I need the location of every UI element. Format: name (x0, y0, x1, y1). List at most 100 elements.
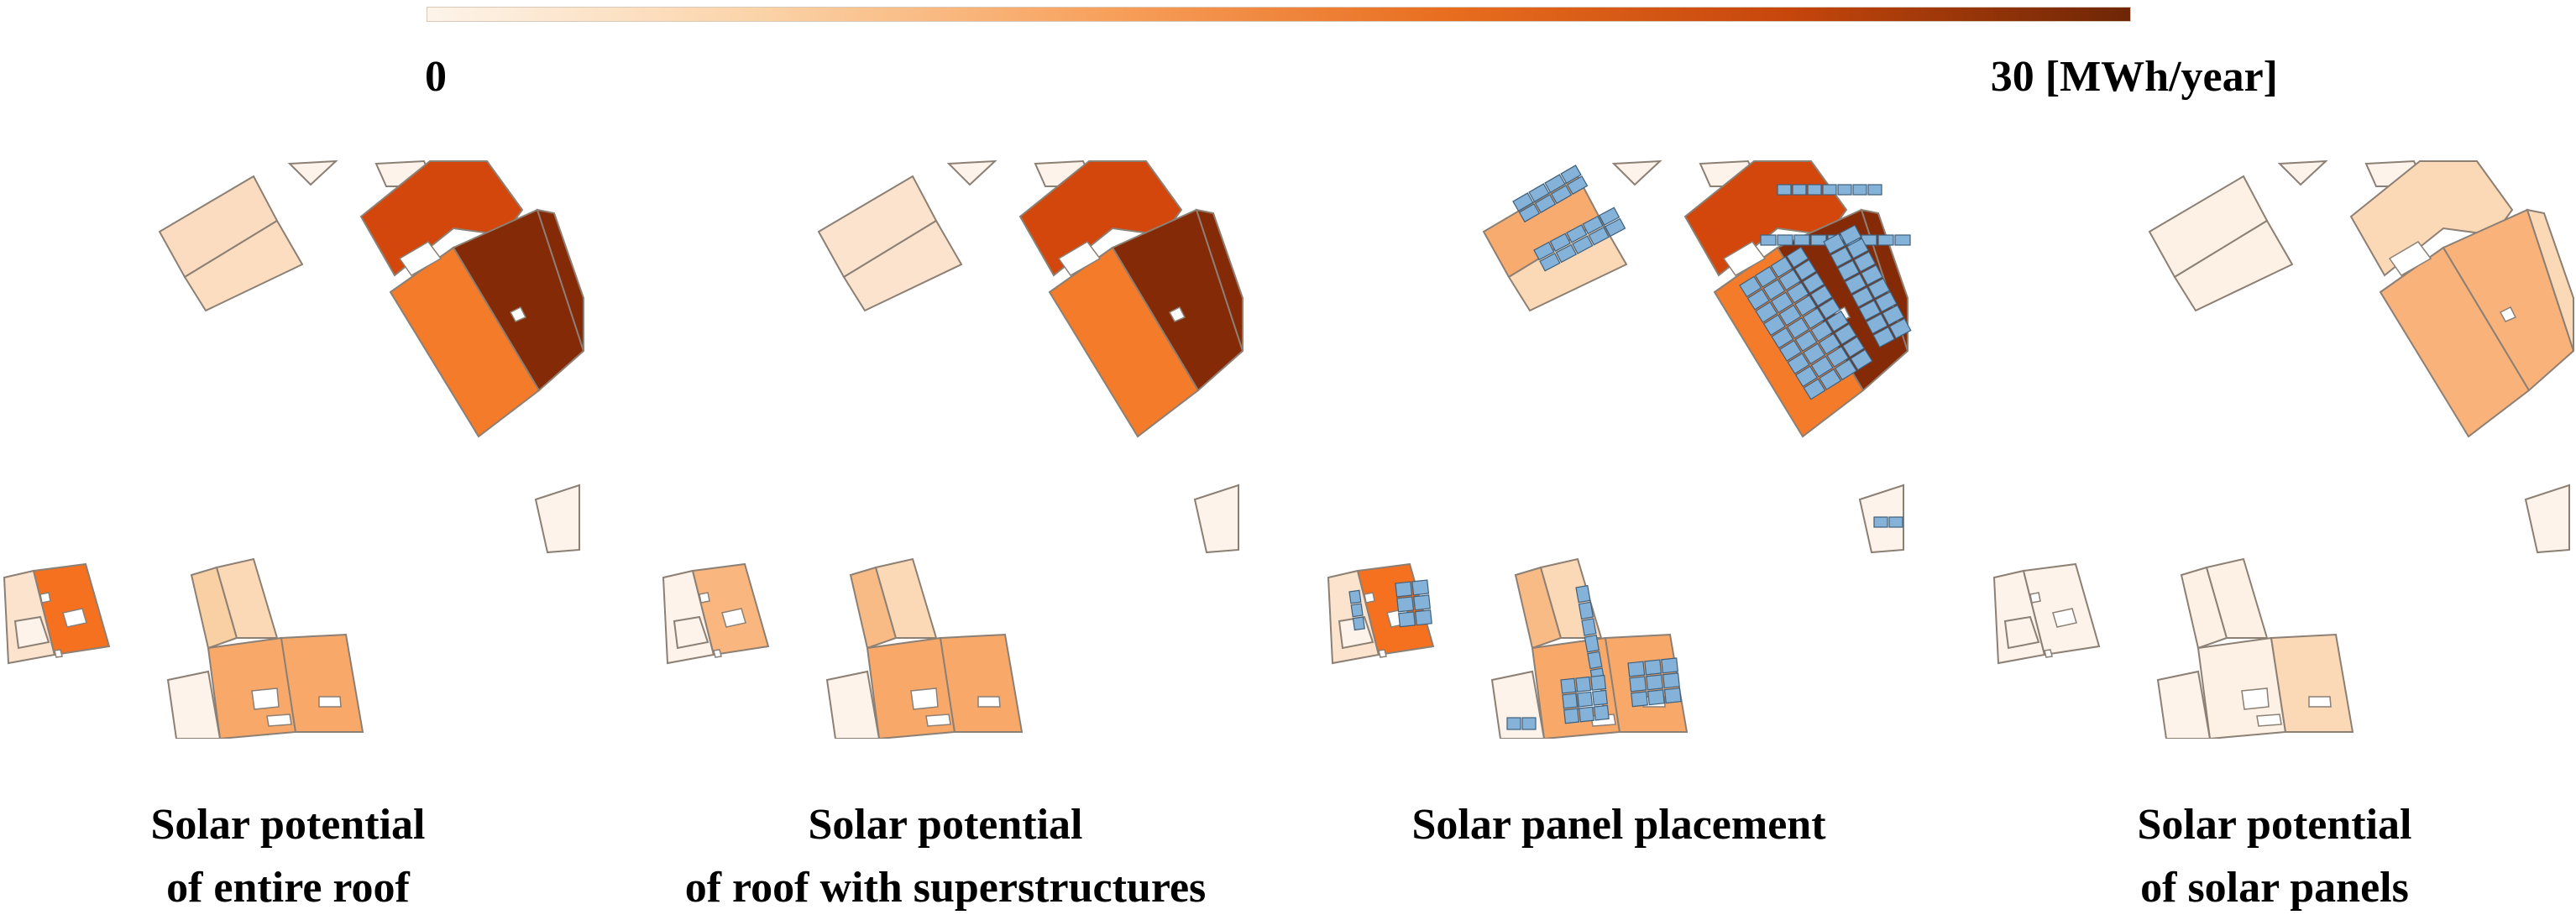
solar-panel (1528, 183, 1550, 203)
roof-segment (1195, 208, 1243, 352)
solar-panel (1803, 378, 1826, 400)
solar-panel (1663, 687, 1682, 704)
roof-superstructure (2308, 696, 2332, 708)
solar-panel (1644, 659, 1662, 676)
solar-panel (1604, 217, 1626, 238)
roof-superstructure (62, 608, 87, 628)
roof-segment (946, 159, 997, 186)
caption-line-1: Solar potential (808, 801, 1083, 849)
solar-panel (1822, 184, 1837, 196)
solar-panel (1809, 285, 1833, 307)
solar-panel (1818, 297, 1841, 320)
solar-panel-array (1395, 579, 1432, 628)
solar-panel (1825, 310, 1849, 332)
solar-panel (1770, 256, 1793, 279)
solar-panel (1575, 584, 1591, 604)
roof-segment (183, 219, 304, 312)
solar-panel (1771, 327, 1794, 349)
solar-panel (1521, 717, 1537, 730)
solar-panel (1555, 243, 1578, 264)
solar-panel (1563, 708, 1580, 724)
solar-panel (1587, 651, 1603, 670)
solar-panel (1839, 224, 1862, 246)
solar-panel (1746, 288, 1770, 311)
roof-superstructure (2388, 241, 2432, 276)
roof-superstructure (398, 241, 442, 276)
solar-panel (1396, 596, 1415, 613)
solar-panel (1846, 238, 1869, 259)
solar-panel (1894, 234, 1911, 246)
solar-panel (1830, 246, 1853, 268)
solar-panel (1777, 184, 1792, 196)
solar-panel (1572, 235, 1594, 254)
solar-panel (1575, 676, 1592, 693)
solar-panel (1865, 313, 1888, 335)
solar-panel (1588, 227, 1610, 246)
roof-superstructure (509, 306, 527, 322)
solar-panel (1834, 323, 1857, 346)
roof-superstructure (910, 687, 939, 710)
solar-panel (1850, 348, 1873, 371)
solar-panel (1533, 241, 1555, 261)
roof-map-solar-panels-potential (1992, 159, 2575, 739)
solar-panel (1810, 355, 1834, 378)
caption-line-1: Solar potential (150, 801, 426, 849)
roof-superstructure (2044, 649, 2053, 658)
roof-segment (2270, 633, 2354, 733)
map-panel-entire-roof (0, 151, 647, 739)
roof-segment (13, 615, 50, 650)
solar-panel (1823, 233, 1846, 254)
caption-line-1: Solar panel placement (1411, 801, 1826, 849)
solar-panel (1786, 281, 1809, 304)
map-panel-solar-panels-potential (1990, 151, 2576, 739)
solar-panel (1398, 611, 1416, 628)
roof-segment (32, 562, 111, 656)
roof-segment (2173, 219, 2294, 312)
solar-panel (1792, 184, 1807, 196)
solar-panel (1802, 307, 1825, 330)
roof-superstructure (2052, 608, 2077, 628)
colorbar-min-label: 0 (425, 53, 447, 101)
solar-panel (1395, 581, 1413, 598)
roof-superstructure (713, 649, 722, 658)
solar-panel (1858, 300, 1882, 321)
solar-panel-array (1823, 224, 1912, 348)
solar-panel (1837, 184, 1852, 196)
solar-panel (1411, 579, 1430, 596)
solar-panel-array (1777, 184, 1882, 196)
solar-panel (1793, 259, 1817, 281)
solar-panel (1867, 184, 1882, 196)
solar-panel (1350, 603, 1364, 618)
colorbar-legend (427, 7, 2131, 22)
caption-solar-panels-potential: Solar potential of solar panels (1953, 793, 2576, 920)
solar-panel (1760, 234, 1777, 246)
solar-panel (1888, 317, 1912, 339)
roof-superstructure (1722, 241, 1767, 276)
roof-superstructure (251, 687, 280, 710)
solar-panel (1544, 174, 1566, 194)
solar-panel (1550, 185, 1573, 205)
solar-panel (1598, 206, 1620, 226)
roof-segment (691, 562, 770, 656)
solar-panel (1579, 706, 1594, 723)
solar-panel (1826, 346, 1850, 368)
solar-panel (1852, 184, 1867, 196)
solar-panel (1851, 286, 1874, 308)
solar-panel (1787, 353, 1810, 374)
roof-segment (1611, 159, 1662, 186)
solar-panel (1662, 672, 1680, 689)
solar-panel (1786, 246, 1809, 269)
caption-line-2: of entire roof (166, 864, 410, 912)
solar-panel (1414, 609, 1432, 626)
solar-panel (1629, 676, 1647, 693)
map-panel-roof-with-superstructures (659, 151, 1306, 739)
solar-panel (1810, 234, 1827, 246)
roof-segment (534, 484, 580, 554)
solar-panel-array (1627, 657, 1682, 708)
solar-panel-array (1739, 246, 1873, 400)
roof-superstructure (2241, 687, 2270, 710)
solar-panel (1794, 295, 1818, 316)
solar-panel (1577, 691, 1594, 708)
solar-panel (1872, 327, 1896, 348)
solar-panel (1819, 369, 1842, 390)
